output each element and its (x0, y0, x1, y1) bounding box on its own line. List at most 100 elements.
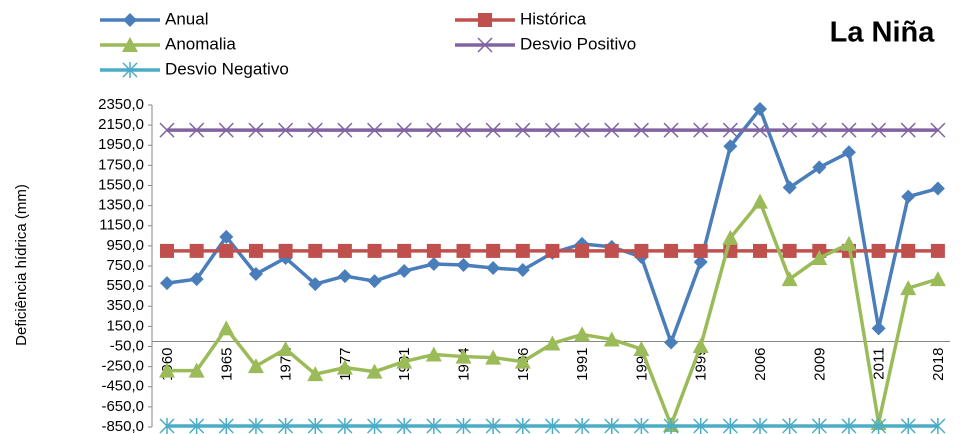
data-point (247, 358, 264, 374)
data-point (456, 243, 471, 258)
data-point (515, 417, 531, 434)
data-point (633, 122, 649, 138)
y-axis-label: Deficiência hídrica (mm) (13, 184, 30, 346)
data-point (753, 102, 767, 117)
y-tick-label: -850,0 (101, 418, 144, 434)
data-point (278, 417, 294, 434)
y-tick-label: 1750,0 (98, 156, 144, 173)
x-tick-label: 2006 (752, 347, 769, 380)
data-point (218, 320, 235, 336)
data-point (455, 417, 472, 434)
data-point (722, 417, 738, 434)
data-point (396, 353, 413, 369)
chart-title: La Niña (830, 17, 936, 49)
series-line (167, 199, 939, 427)
data-point (248, 267, 263, 282)
data-point (900, 122, 916, 138)
data-point (485, 122, 501, 138)
data-point (337, 122, 353, 138)
data-point (723, 139, 738, 154)
data-point (782, 417, 798, 434)
data-point (367, 274, 382, 289)
data-point (456, 257, 471, 272)
data-point (930, 417, 946, 434)
x-tick-label: 2011 (871, 347, 888, 379)
data-point (485, 417, 501, 434)
legend-marker (123, 13, 137, 27)
data-point (366, 363, 383, 379)
data-point (188, 362, 205, 378)
legend-marker (122, 37, 138, 52)
data-point (841, 145, 856, 160)
data-point (337, 269, 352, 284)
data-point (812, 160, 827, 175)
legend-label: Desvio Negativo (165, 59, 289, 78)
data-point (397, 243, 412, 258)
data-point (722, 122, 738, 138)
data-point (900, 280, 917, 296)
data-point (664, 335, 679, 350)
data-point (782, 122, 798, 138)
data-point (425, 346, 442, 362)
y-tick-label: 750,0 (106, 257, 144, 274)
data-point (485, 349, 502, 365)
y-tick-label: -650,0 (101, 398, 144, 415)
data-point (308, 243, 323, 258)
data-point (693, 254, 708, 269)
data-point (189, 243, 204, 258)
data-point (930, 181, 945, 196)
data-point (159, 362, 175, 378)
data-point (901, 243, 916, 258)
data-point (841, 122, 857, 138)
data-point (426, 243, 441, 258)
x-tick-label: 1991 (574, 347, 591, 380)
y-tick-label: 2150,0 (98, 116, 144, 133)
data-point (871, 243, 886, 258)
x-tick-label: 2018 (930, 347, 947, 380)
data-point (336, 359, 353, 375)
y-tick-label: 1950,0 (98, 136, 144, 153)
data-point (397, 264, 412, 279)
data-point (544, 122, 560, 138)
data-point (367, 243, 382, 258)
data-point (367, 417, 383, 434)
y-tick-label: 1350,0 (98, 197, 144, 214)
y-tick-label: 550,0 (106, 277, 144, 294)
data-point (396, 122, 412, 138)
data-point (603, 331, 620, 347)
data-point (307, 417, 323, 434)
data-point (337, 243, 352, 258)
data-point (278, 243, 293, 258)
data-point (753, 243, 767, 258)
data-point (634, 243, 649, 258)
y-tick-label: -450,0 (101, 378, 144, 395)
data-point (160, 276, 174, 291)
data-point (871, 321, 886, 336)
data-point (189, 272, 204, 287)
data-point (693, 122, 709, 138)
data-point (752, 122, 768, 138)
data-point (545, 243, 560, 258)
data-point (426, 122, 442, 138)
data-point (219, 229, 234, 244)
data-point (248, 243, 263, 258)
data-point (486, 261, 501, 276)
y-tick-label: -50,0 (110, 337, 144, 354)
y-tick-label: 2350,0 (98, 96, 144, 113)
data-point (515, 122, 531, 138)
y-tick-label: -250,0 (101, 358, 144, 375)
data-point (544, 335, 561, 351)
data-point (693, 417, 709, 434)
legend-label: Histórica (520, 9, 587, 28)
y-tick-label: 1150,0 (99, 217, 144, 234)
data-point (248, 122, 264, 138)
data-point (367, 122, 383, 138)
data-point (189, 417, 205, 434)
data-point (782, 243, 797, 258)
data-point (219, 243, 234, 258)
data-point (782, 180, 797, 195)
data-point (160, 243, 174, 258)
data-point (811, 417, 827, 434)
data-point (308, 277, 323, 292)
data-point (455, 348, 472, 364)
